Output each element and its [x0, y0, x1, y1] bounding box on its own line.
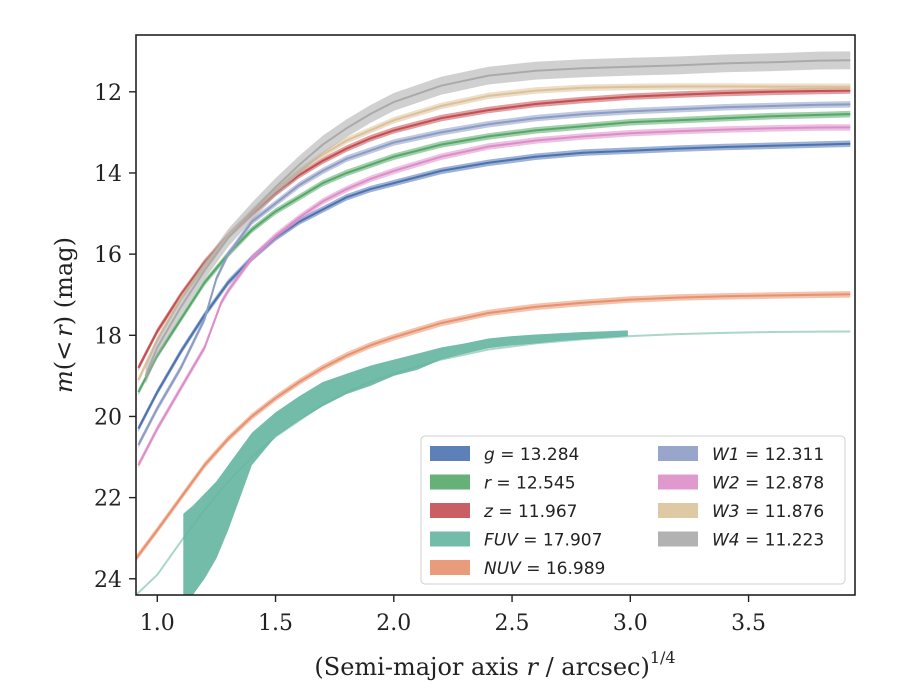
- series-r: [137, 110, 851, 396]
- series-r-band: [138, 110, 851, 396]
- series-g: [137, 140, 851, 432]
- plot-frame: [135, 34, 856, 596]
- legend: g = 13.284 r = 12.545 z = 11.967 FUV = 17.9…: [420, 435, 846, 585]
- y-tick-label: 16: [94, 243, 122, 268]
- x-tick-label: 1.0: [140, 611, 175, 636]
- y-tick-label: 18: [94, 324, 122, 349]
- y-tick-label: 24: [94, 568, 122, 593]
- legend-swatch-w1: [658, 446, 698, 461]
- series-nuv: [136, 291, 851, 562]
- legend-swatch-nuv: [430, 560, 470, 575]
- legend-label-w4: W4 = 11.223: [712, 531, 824, 551]
- series-fuv: [136, 330, 851, 595]
- x-tick-label: 1.5: [258, 611, 293, 636]
- legend-swatch-z: [430, 503, 470, 518]
- y-tick-label: 22: [94, 487, 122, 512]
- ticks-layer: 1.0 1.5 2.0 2.5 3.0 3.5 12 14 16 18 20 22 24: [94, 81, 766, 636]
- legend-label-nuv: NUV = 16.989: [484, 559, 605, 579]
- y-axis-label: m(<r) (mag): [50, 237, 78, 393]
- series-layer: [136, 51, 851, 595]
- y-tick-label: 14: [94, 162, 122, 187]
- series-r-line: [137, 113, 851, 393]
- series-w1: [137, 101, 851, 449]
- series-w4-band: [145, 51, 851, 385]
- legend-label-w2: W2 = 12.878: [712, 474, 824, 494]
- legend-swatch-r: [430, 474, 470, 490]
- legend-label-r: r = 12.545: [484, 474, 576, 494]
- legend-swatch-g: [430, 446, 470, 461]
- series-w1-band: [138, 101, 851, 449]
- series-w1-line: [137, 103, 851, 446]
- legend-swatch-fuv: [430, 531, 470, 547]
- legend-label-fuv: FUV = 17.907: [484, 531, 602, 551]
- series-w4: [144, 51, 851, 385]
- series-g-line: [137, 142, 851, 430]
- series-nuv-line: [136, 293, 851, 560]
- series-w2-line: [137, 126, 851, 466]
- x-tick-label: 3.5: [731, 611, 766, 636]
- x-axis-label: (Semi-major axis r / arcsec)1/4: [314, 648, 675, 681]
- x-tick-label: 3.0: [613, 611, 648, 636]
- legend-label-z: z = 11.967: [483, 502, 577, 522]
- legend-frame: [420, 435, 846, 585]
- legend-label-w1: W1 = 12.311: [712, 445, 824, 465]
- legend-label-g: g = 13.284: [484, 445, 579, 465]
- series-w4-line: [144, 59, 851, 377]
- legend-label-w3: W3 = 11.876: [712, 502, 824, 522]
- legend-swatch-w3: [658, 503, 698, 518]
- legend-swatch-w4: [658, 531, 698, 547]
- x-tick-label: 2.5: [495, 611, 530, 636]
- x-tick-label: 2.0: [376, 611, 411, 636]
- series-w2: [137, 124, 851, 469]
- legend-swatch-w2: [658, 474, 698, 490]
- y-tick-label: 12: [94, 81, 122, 106]
- series-g-band: [138, 140, 851, 432]
- y-tick-label: 20: [94, 405, 122, 430]
